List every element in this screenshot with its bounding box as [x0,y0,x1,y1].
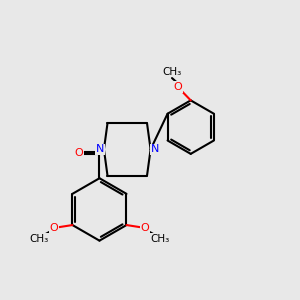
Text: O: O [173,82,182,92]
Text: CH₃: CH₃ [150,234,170,244]
Text: O: O [50,223,58,233]
Text: CH₃: CH₃ [162,67,182,76]
Text: O: O [74,148,83,158]
Text: O: O [141,223,149,233]
Text: N: N [151,144,159,154]
Text: CH₃: CH₃ [29,234,49,244]
Text: N: N [96,144,104,154]
